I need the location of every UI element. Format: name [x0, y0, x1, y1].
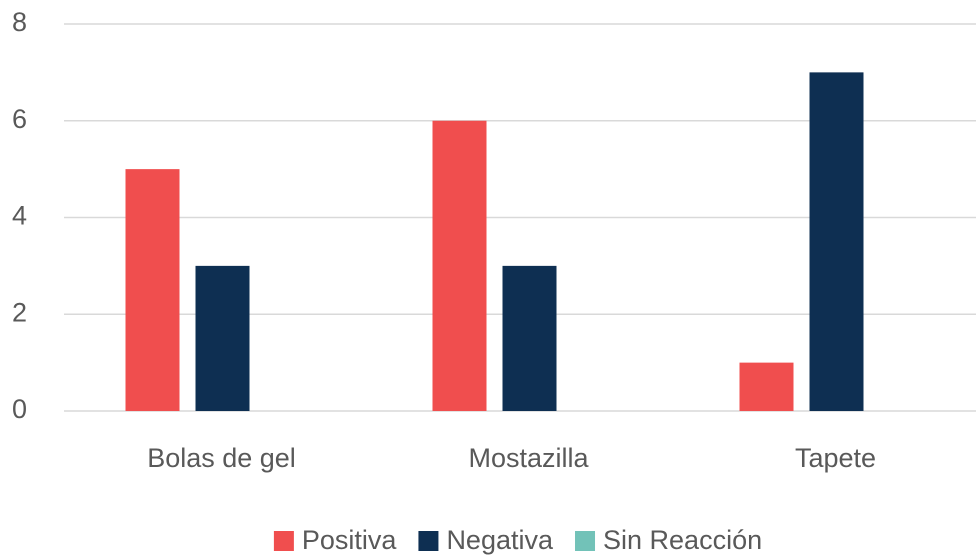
- bar: [739, 362, 794, 411]
- y-tick-label: 8: [12, 7, 27, 37]
- y-tick-label: 0: [12, 394, 27, 424]
- bar: [195, 265, 250, 411]
- legend-label: Positiva: [302, 525, 398, 555]
- bar: [502, 265, 557, 411]
- bar: [432, 120, 487, 411]
- y-tick-label: 6: [12, 104, 27, 134]
- x-tick-label: Tapete: [795, 443, 876, 473]
- bar: [809, 72, 864, 411]
- x-tick-label: Bolas de gel: [147, 443, 296, 473]
- legend-label: Negativa: [446, 525, 554, 555]
- bar: [125, 169, 180, 411]
- y-tick-label: 2: [12, 297, 27, 327]
- x-tick-label: Mostazilla: [468, 443, 589, 473]
- y-tick-label: 4: [12, 201, 27, 231]
- legend-swatch: [273, 531, 294, 551]
- legend-label: Sin Reacción: [603, 525, 762, 555]
- legend-swatch: [418, 531, 439, 551]
- legend-swatch: [575, 531, 596, 551]
